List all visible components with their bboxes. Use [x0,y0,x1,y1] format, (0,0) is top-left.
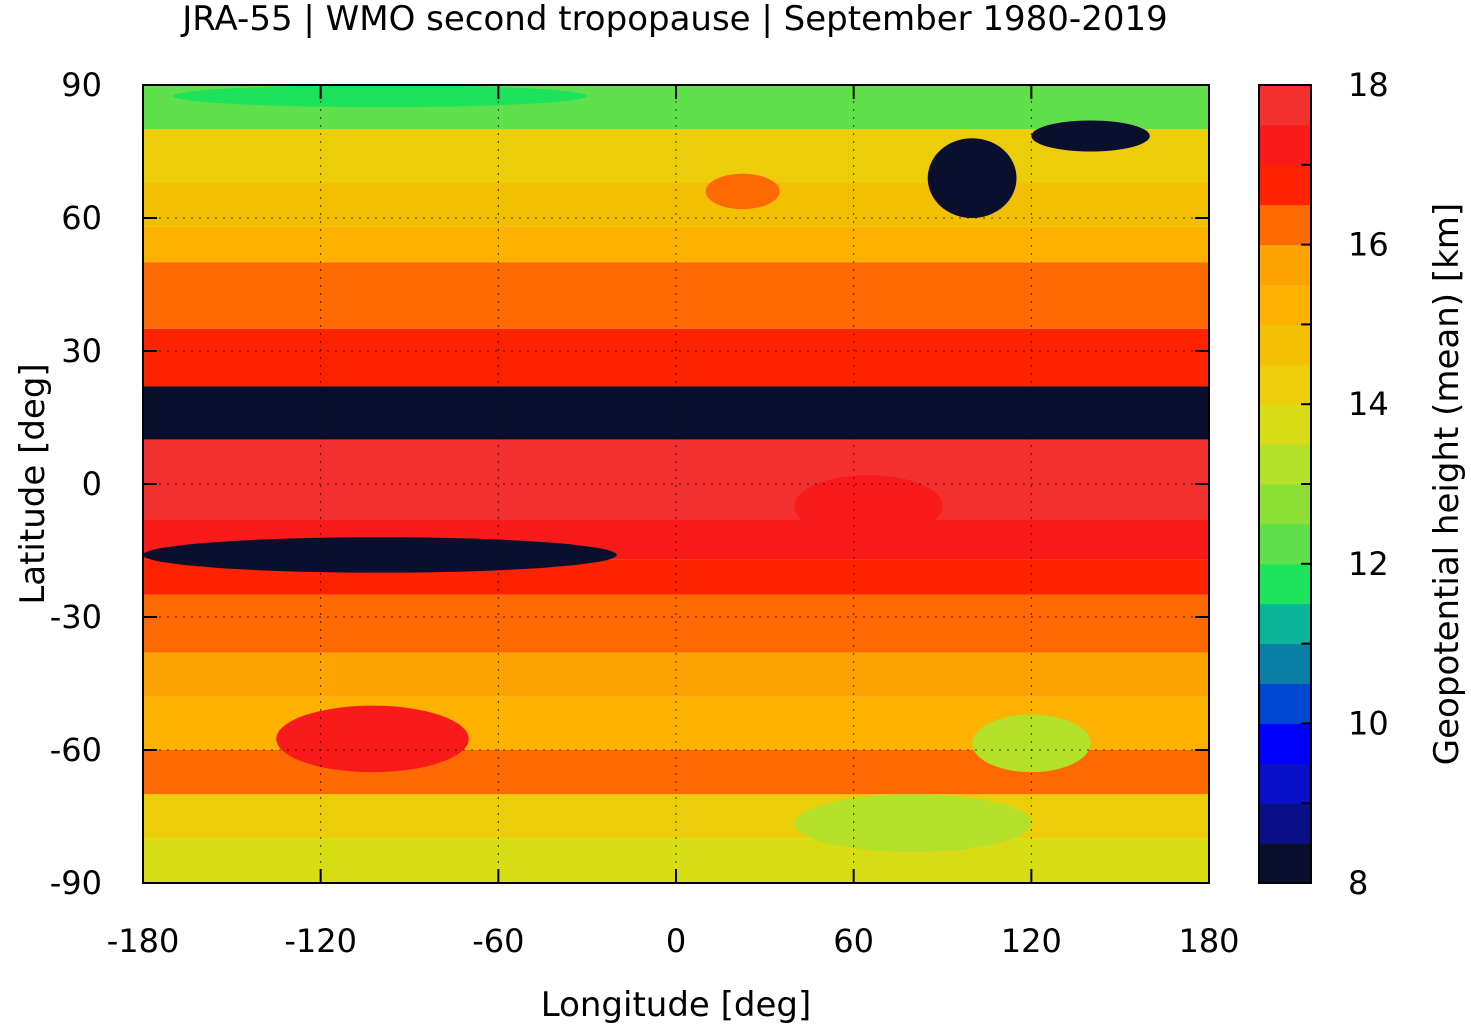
feature-cell-3 [927,138,1017,219]
colorbar [1259,85,1311,884]
x-tick-label-1: -120 [284,922,357,960]
heatmap-field [143,85,1209,883]
colorbar-swatch-18 [1259,124,1311,166]
y-tick-label-1: 60 [61,199,102,237]
y-tick-label-4: -30 [50,598,102,636]
colorbar-tick-label-0: 18 [1348,66,1389,104]
y-axis-label: Latitude [deg] [13,363,53,604]
x-axis-label: Longitude [deg] [541,985,812,1025]
y-tick-label-3: 0 [82,465,102,503]
colorbar-swatch-15 [1259,244,1311,285]
band-cell-14 [143,794,1209,839]
grid-lines [143,85,1209,883]
colorbar-swatch-4 [1259,683,1311,724]
feature-cell-0 [276,705,469,773]
x-tick-label-6: 180 [1178,922,1239,960]
colorbar-swatch-11 [1259,404,1311,445]
colorbar-swatch-2 [1259,763,1311,804]
colorbar-tick-label-1: 16 [1348,226,1389,264]
y-tick-label-6: -90 [50,864,102,902]
chart-title: JRA-55 | WMO second tropopause | Septemb… [180,0,1167,39]
colorbar-ticks: 18 16 14 12 10 8 [1301,66,1389,902]
colorbar-swatch-19 [1259,85,1311,126]
colorbar-swatch-7 [1259,563,1311,605]
colorbar-tick-label-4: 10 [1348,704,1389,742]
feature-cell-8 [1031,120,1150,152]
x-axis-ticks: -180 -120 -60 0 60 120 180 [107,85,1240,960]
feature-cell-4 [705,173,780,210]
feature-cell-6 [972,714,1091,773]
colorbar-swatch-1 [1259,803,1311,844]
feature-cell-5 [794,794,1032,852]
colorbar-swatch-9 [1259,484,1311,525]
x-tick-label-5: 120 [1001,922,1062,960]
colorbar-swatch-8 [1259,523,1311,565]
band-cell-3 [143,226,1209,263]
colorbar-tick-label-2: 14 [1348,385,1389,423]
x-tick-label-2: -60 [472,922,524,960]
band-cell-10 [143,594,1209,653]
colorbar-swatch-5 [1259,643,1311,684]
colorbar-swatch-13 [1259,324,1311,365]
y-axis-ticks: 90 60 30 0 -30 -60 -90 [50,66,1209,902]
colorbar-swatch-10 [1259,444,1311,485]
y-tick-label-2: 30 [61,332,102,370]
y-tick-label-5: -60 [50,731,102,769]
colorbar-tick-label-5: 8 [1348,864,1368,902]
colorbar-swatch-0 [1259,843,1311,884]
x-tick-label-0: -180 [107,922,180,960]
colorbar-tick-label-3: 12 [1348,545,1389,583]
colorbar-label: Geopotential height (mean) [km] [1427,203,1467,765]
colorbar-swatch-6 [1259,603,1311,645]
band-cell-7 [143,439,1209,520]
y-tick-label-0: 90 [61,66,102,104]
colorbar-swatch-17 [1259,164,1311,206]
feature-cell-7 [172,85,588,108]
colorbar-swatch-16 [1259,204,1311,246]
feature-cell-1 [143,537,617,573]
x-tick-label-3: 0 [666,922,686,960]
colorbar-swatch-3 [1259,723,1311,764]
feature-cell-2 [794,475,943,538]
band-cell-11 [143,652,1209,697]
colorbar-swatch-14 [1259,284,1311,325]
x-tick-label-4: 60 [833,922,874,960]
colorbar-swatch-12 [1259,364,1311,405]
